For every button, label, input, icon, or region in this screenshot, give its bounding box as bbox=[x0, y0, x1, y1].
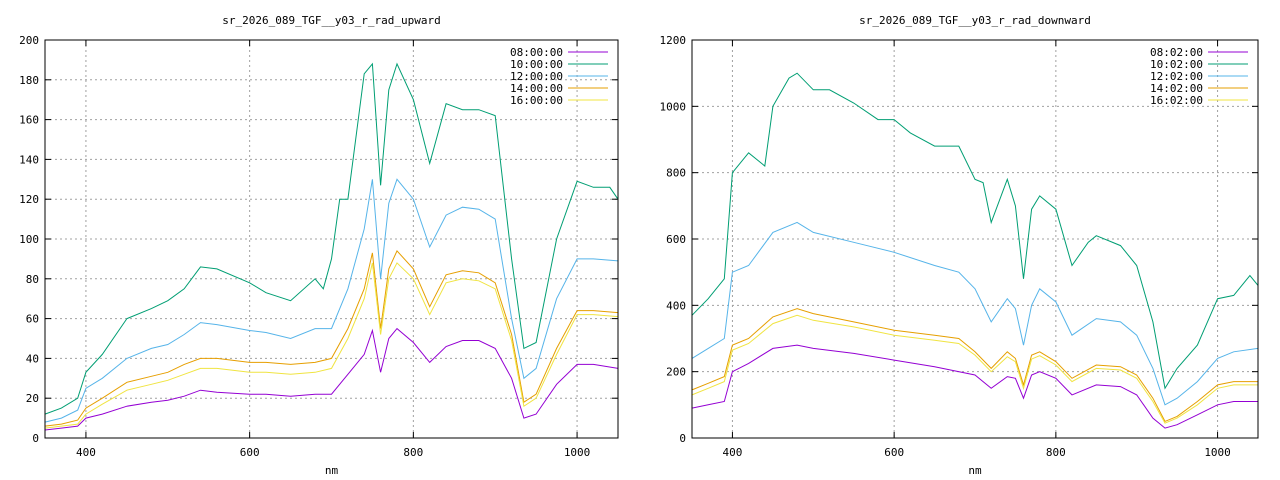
legend-label: 08:00:00 bbox=[510, 46, 563, 59]
series-line-12-00-00 bbox=[44, 178, 619, 423]
x-tick-label: 600 bbox=[884, 446, 904, 459]
legend-label: 16:02:00 bbox=[1150, 94, 1203, 107]
legend-label: 14:02:00 bbox=[1150, 82, 1203, 95]
y-tick-label: 0 bbox=[32, 432, 39, 445]
y-tick-label: 600 bbox=[666, 233, 686, 246]
y-tick-label: 40 bbox=[26, 352, 39, 365]
x-tick-label: 600 bbox=[240, 446, 260, 459]
x-tick-label: 400 bbox=[76, 446, 96, 459]
downward-chart: sr_2026_089_TGF__y03_r_rad_downward 0 200 4… bbox=[660, 14, 1259, 477]
y-tick-label: 120 bbox=[19, 193, 39, 206]
series-line-16-02-00 bbox=[691, 314, 1258, 424]
plot-frame bbox=[44, 39, 619, 439]
legend-label: 16:00:00 bbox=[510, 94, 563, 107]
series-line-08-00-00 bbox=[44, 327, 619, 431]
y-tick-label: 80 bbox=[26, 273, 39, 286]
series-line-14-02-00 bbox=[691, 308, 1258, 423]
legend-label: 10:00:00 bbox=[510, 58, 563, 71]
series-line-10-00-00 bbox=[44, 62, 619, 415]
x-tick-label: 1000 bbox=[1204, 446, 1231, 459]
legend-label: 10:02:00 bbox=[1150, 58, 1203, 71]
y-tick-label: 1200 bbox=[660, 34, 687, 47]
y-tick-label: 20 bbox=[26, 392, 39, 405]
upward-chart: sr_2026_089_TGF__y03_r_rad_upward 0 20 40 60… bbox=[19, 14, 619, 477]
y-tick-label: 60 bbox=[26, 313, 39, 326]
legend-label: 08:02:00 bbox=[1150, 46, 1203, 59]
legend-label: 12:02:00 bbox=[1150, 70, 1203, 83]
chart-title: sr_2026_089_TGF__y03_r_rad_downward bbox=[859, 14, 1091, 27]
y-tick-label: 200 bbox=[19, 34, 39, 47]
x-axis-label: nm bbox=[325, 464, 339, 477]
series-line-12-02-00 bbox=[691, 221, 1259, 406]
y-tick-label: 400 bbox=[666, 299, 686, 312]
x-tick-label: 1000 bbox=[564, 446, 591, 459]
y-tick-label: 0 bbox=[679, 432, 686, 445]
x-tick-label: 800 bbox=[1046, 446, 1066, 459]
series-line-10-02-00 bbox=[691, 72, 1259, 390]
y-tick-label: 200 bbox=[666, 366, 686, 379]
x-tick-label: 800 bbox=[403, 446, 423, 459]
legend-label: 14:00:00 bbox=[510, 82, 563, 95]
plot-frame bbox=[691, 39, 1259, 439]
y-tick-label: 140 bbox=[19, 153, 39, 166]
x-axis-label: nm bbox=[968, 464, 982, 477]
x-tick-label: 400 bbox=[722, 446, 742, 459]
legend-label: 12:00:00 bbox=[510, 70, 563, 83]
series-line-08-02-00 bbox=[691, 344, 1258, 429]
y-tick-label: 1000 bbox=[660, 100, 687, 113]
y-tick-label: 100 bbox=[19, 233, 39, 246]
series-line-16-00-00 bbox=[44, 262, 619, 429]
chart-title: sr_2026_089_TGF__y03_r_rad_upward bbox=[222, 14, 441, 27]
series-line-14-00-00 bbox=[44, 250, 619, 427]
y-tick-label: 180 bbox=[19, 74, 39, 87]
y-tick-label: 160 bbox=[19, 114, 39, 127]
y-tick-label: 800 bbox=[666, 167, 686, 180]
